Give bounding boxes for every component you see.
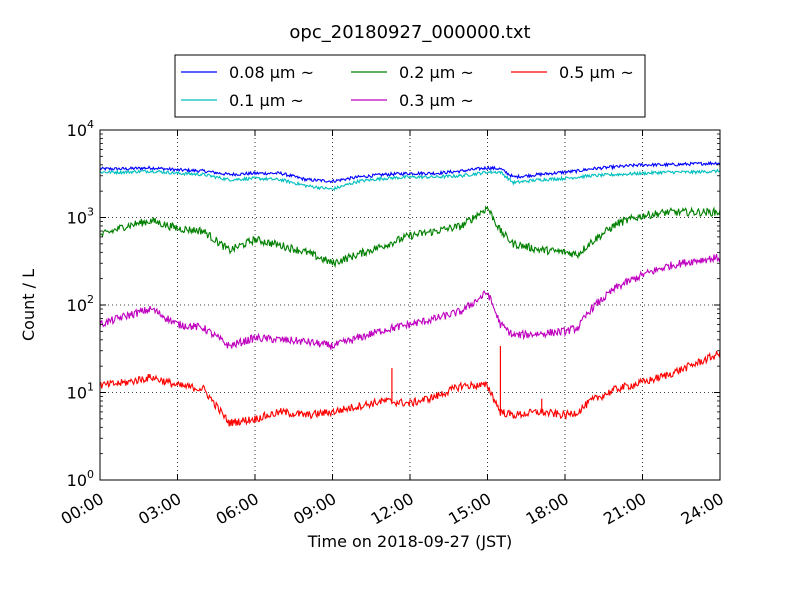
legend-label: 0.1 μm ~ [229, 91, 304, 110]
legend-label: 0.5 μm ~ [559, 63, 634, 82]
y-tick-label: 100 [67, 468, 94, 490]
x-tick-label: 15:00 [445, 489, 494, 529]
x-tick-label: 24:00 [678, 489, 727, 529]
x-tick-label: 09:00 [290, 489, 339, 529]
y-tick-label: 101 [67, 381, 94, 403]
legend-label: 0.2 μm ~ [399, 63, 474, 82]
grid [100, 130, 720, 480]
series-layer [99, 160, 721, 427]
series-line [99, 168, 721, 192]
legend-label: 0.3 μm ~ [399, 91, 474, 110]
x-tick-label: 06:00 [213, 489, 262, 529]
x-tick-label: 21:00 [600, 489, 649, 529]
x-tick-label: 00:00 [58, 489, 107, 529]
legend-label: 0.08 μm ~ [229, 63, 314, 82]
series-line [99, 160, 721, 184]
y-axis: 100 101 102 103 104 [67, 118, 720, 490]
chart-title: opc_20180927_000000.txt [289, 22, 530, 43]
y-tick-label: 102 [67, 293, 94, 315]
y-axis-label: Count / L [19, 269, 38, 341]
y-tick-label: 104 [67, 118, 94, 140]
x-axis-label: Time on 2018-09-27 (JST) [307, 532, 512, 551]
legend: 0.08 μm ~ 0.1 μm ~ 0.2 μm ~ 0.3 μm ~ 0.5 μm … [174, 54, 646, 118]
x-tick-label: 03:00 [135, 489, 184, 529]
y-tick-label: 103 [67, 206, 94, 228]
series-line [99, 350, 721, 427]
legend-box [174, 54, 646, 118]
series-line [99, 253, 721, 350]
x-tick-label: 12:00 [368, 489, 417, 529]
x-tick-label: 18:00 [523, 489, 572, 529]
series-line [99, 205, 721, 269]
